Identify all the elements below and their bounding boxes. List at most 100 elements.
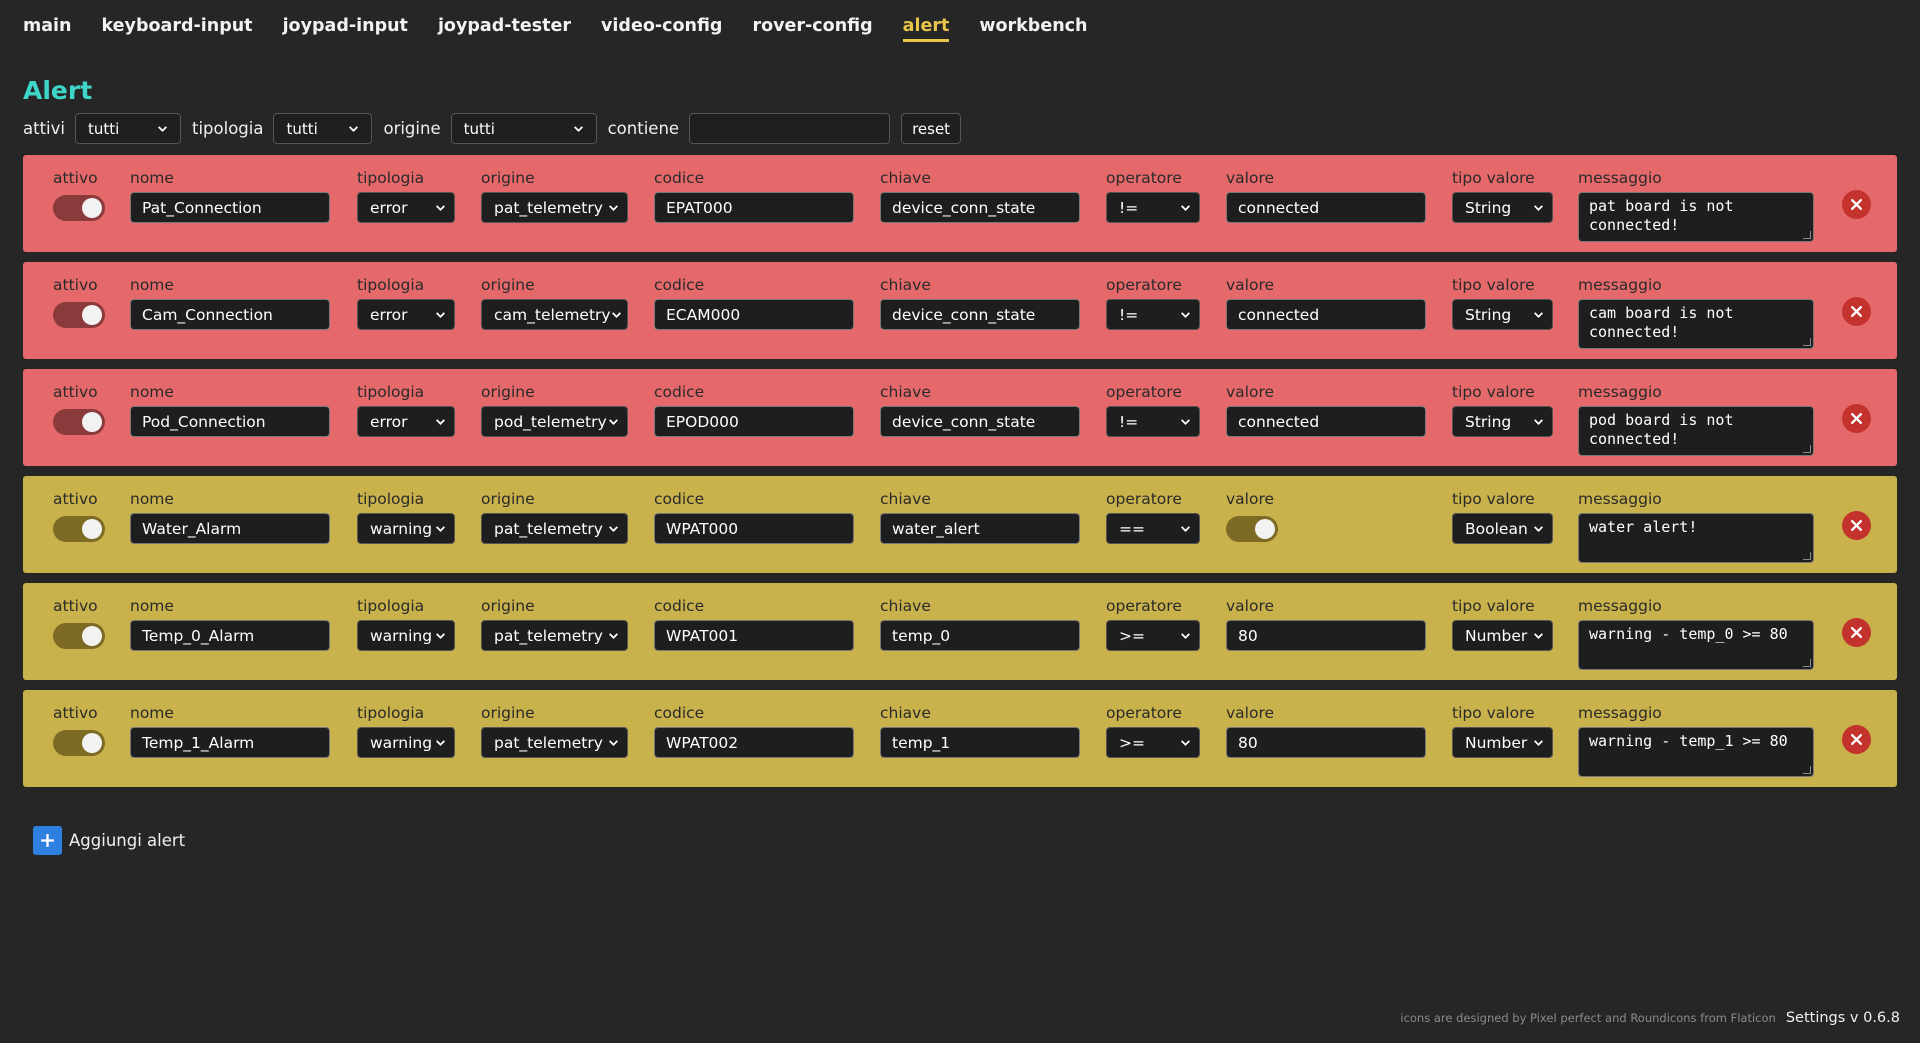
page-title: Alert [23,76,93,105]
delete-alert-button[interactable] [1842,404,1871,433]
attivo-toggle[interactable] [53,516,105,542]
valore-field[interactable]: 80 [1226,727,1426,758]
delete-alert-button[interactable] [1842,511,1871,540]
codice-field[interactable]: WPAT002 [654,727,854,758]
valore-field[interactable]: connected [1226,192,1426,223]
tipo-valore-select[interactable]: Number [1452,727,1553,758]
operatore-value: != [1119,412,1139,431]
operatore-select[interactable]: != [1106,406,1200,437]
messaggio-textarea[interactable]: pod board is not connected! [1578,406,1814,456]
filter-tipologia-select[interactable]: tutti [273,113,373,144]
codice-field[interactable]: EPAT000 [654,192,854,223]
chiave-field[interactable]: water_alert [880,513,1080,544]
tipo-valore-select[interactable]: Number [1452,620,1553,651]
origine-select[interactable]: pat_telemetry [481,727,628,758]
codice-field[interactable]: EPOD000 [654,406,854,437]
chiave-field[interactable]: temp_0 [880,620,1080,651]
messaggio-textarea[interactable]: pat board is not connected! [1578,192,1814,242]
tipo-valore-select[interactable]: Boolean [1452,513,1553,544]
messaggio-textarea[interactable]: warning - temp_1 >= 80 [1578,727,1814,777]
tab-joypad-tester[interactable]: joypad-tester [437,16,572,36]
attivo-toggle[interactable] [53,302,105,328]
origine-select[interactable]: pat_telemetry [481,513,628,544]
nome-field[interactable]: Cam_Connection [130,299,330,330]
column-label-codice: codice [654,169,705,187]
filter-tipologia-label: tipologia [191,119,264,138]
operatore-select[interactable]: >= [1106,620,1200,651]
delete-alert-button[interactable] [1842,725,1871,754]
delete-alert-button[interactable] [1842,618,1871,647]
messaggio-textarea[interactable]: water alert! [1578,513,1814,563]
nome-field[interactable]: Temp_1_Alarm [130,727,330,758]
messaggio-textarea[interactable]: cam board is not connected! [1578,299,1814,349]
toggle-knob [82,305,102,325]
tipologia-value: warning [370,519,433,538]
column-label-nome: nome [130,597,174,615]
codice-field[interactable]: WPAT001 [654,620,854,651]
chiave-field[interactable]: device_conn_state [880,406,1080,437]
valore-field[interactable]: connected [1226,299,1426,330]
filter-origine-select[interactable]: tutti [450,113,597,144]
chevron-down-icon [609,205,618,211]
valore-field[interactable]: connected [1226,406,1426,437]
column-label-operatore: operatore [1106,169,1182,187]
tipo-valore-select[interactable]: String [1452,406,1553,437]
operatore-select[interactable]: == [1106,513,1200,544]
attivo-toggle[interactable] [53,195,105,221]
version-label: Settings v 0.6.8 [1785,1010,1900,1026]
chiave-field[interactable]: device_conn_state [880,299,1080,330]
codice-field[interactable]: ECAM000 [654,299,854,330]
tipo-valore-select[interactable]: String [1452,192,1553,223]
nome-field[interactable]: Water_Alarm [130,513,330,544]
tipologia-select[interactable]: warning [357,727,455,758]
nome-field[interactable]: Pat_Connection [130,192,330,223]
column-label-codice: codice [654,490,705,508]
column-label-chiave: chiave [880,490,931,508]
delete-alert-button[interactable] [1842,190,1871,219]
tab-rover-config[interactable]: rover-config [752,16,873,36]
tipologia-select[interactable]: warning [357,620,455,651]
add-alert-button[interactable]: Aggiungi alert [33,826,185,855]
reset-button[interactable]: reset [901,113,962,144]
chevron-down-icon [1534,312,1543,318]
tipologia-value: warning [370,733,433,752]
chevron-down-icon [1181,740,1190,746]
tab-alert[interactable]: alert [902,14,950,42]
valore-field[interactable]: 80 [1226,620,1426,651]
attivo-toggle[interactable] [53,730,105,756]
operatore-select[interactable]: >= [1106,727,1200,758]
tab-joypad-input[interactable]: joypad-input [282,16,408,36]
tab-main[interactable]: main [23,16,72,36]
tab-keyboard-input[interactable]: keyboard-input [101,16,253,36]
delete-alert-button[interactable] [1842,297,1871,326]
filter-attivi-select[interactable]: tutti [74,113,181,144]
messaggio-textarea[interactable]: warning - temp_0 >= 80 [1578,620,1814,670]
chevron-down-icon [609,526,618,532]
tipo-valore-select[interactable]: String [1452,299,1553,330]
tipologia-select[interactable]: warning [357,513,455,544]
tipologia-select[interactable]: error [357,406,455,437]
tab-workbench[interactable]: workbench [979,16,1088,36]
tipologia-select[interactable]: error [357,192,455,223]
origine-select[interactable]: cam_telemetry [481,299,628,330]
valore-toggle[interactable] [1226,516,1278,542]
origine-select[interactable]: pod_telemetry [481,406,628,437]
column-label-messaggio: messaggio [1578,169,1662,187]
operatore-select[interactable]: != [1106,192,1200,223]
tab-video-config[interactable]: video-config [601,16,723,36]
attivo-toggle[interactable] [53,623,105,649]
filter-contiene-input[interactable] [689,113,891,144]
origine-select[interactable]: pat_telemetry [481,620,628,651]
attivo-toggle[interactable] [53,409,105,435]
tipologia-select[interactable]: error [357,299,455,330]
codice-field[interactable]: WPAT000 [654,513,854,544]
origine-select[interactable]: pat_telemetry [481,192,628,223]
operatore-select[interactable]: != [1106,299,1200,330]
origine-value: pat_telemetry [494,519,603,538]
nome-field[interactable]: Temp_0_Alarm [130,620,330,651]
nome-field[interactable]: Pod_Connection [130,406,330,437]
chiave-field[interactable]: temp_1 [880,727,1080,758]
chiave-field[interactable]: device_conn_state [880,192,1080,223]
close-icon [1850,519,1863,532]
chevron-down-icon [609,633,618,639]
